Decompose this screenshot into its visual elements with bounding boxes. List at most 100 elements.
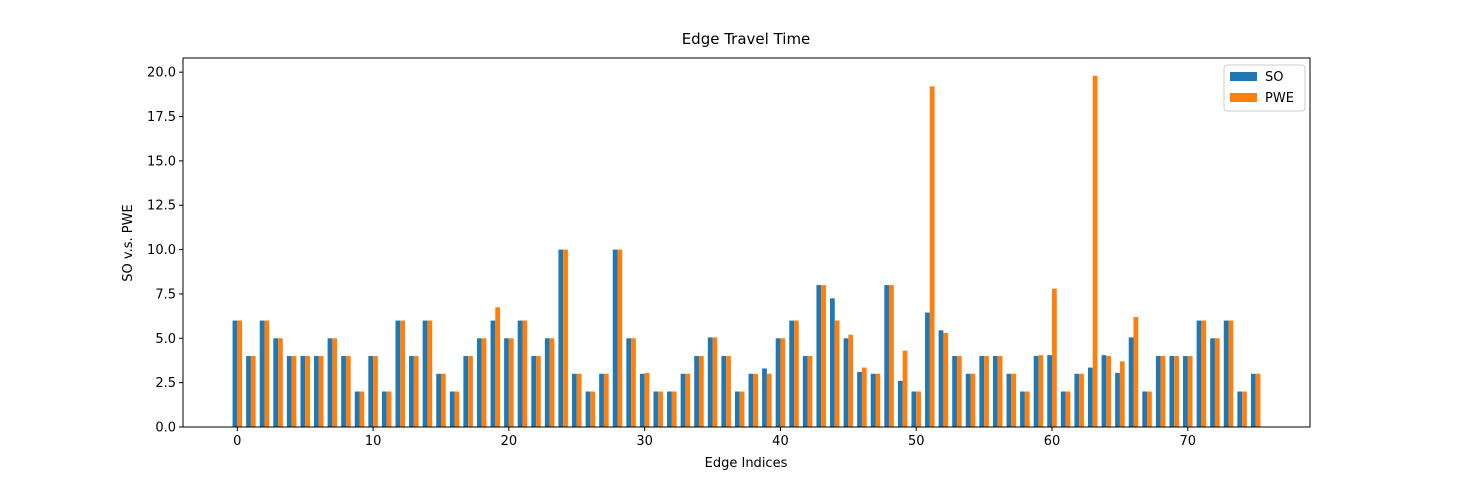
bar — [544, 338, 550, 427]
bar — [490, 320, 496, 427]
bar — [495, 307, 501, 427]
bar — [1174, 356, 1179, 427]
bar — [916, 391, 921, 427]
bar — [1060, 391, 1066, 427]
bar — [1092, 75, 1098, 427]
bar — [775, 338, 781, 427]
bar — [843, 338, 849, 427]
y-tick-label: 5.0 — [155, 332, 176, 347]
bar — [802, 356, 808, 427]
bar — [617, 249, 623, 427]
bar — [278, 338, 283, 427]
bar — [1119, 361, 1125, 427]
bar — [368, 356, 374, 427]
x-tick-label: 40 — [772, 434, 789, 449]
bar — [1142, 391, 1148, 427]
bar — [902, 350, 908, 427]
bar — [658, 391, 663, 427]
bar — [259, 320, 265, 427]
x-tick-label: 10 — [365, 434, 382, 449]
bar — [409, 356, 414, 427]
bar — [1133, 317, 1139, 427]
bar — [626, 338, 632, 427]
x-tick-label: 30 — [636, 434, 653, 449]
legend-swatch — [1230, 72, 1257, 81]
bar — [739, 391, 745, 427]
bar — [558, 249, 564, 427]
bar — [1101, 355, 1107, 427]
bar — [314, 356, 319, 427]
bar — [685, 373, 691, 427]
bar — [1020, 391, 1025, 427]
bar — [861, 367, 867, 427]
bar — [1047, 355, 1053, 427]
bar — [1115, 372, 1120, 427]
bar — [884, 285, 890, 427]
bar — [508, 338, 514, 427]
bar — [1210, 338, 1215, 427]
bar — [318, 356, 324, 427]
bar — [436, 373, 441, 427]
bar — [830, 298, 835, 427]
bar — [965, 373, 971, 427]
legend-label: SO — [1265, 70, 1283, 85]
bar — [1079, 373, 1084, 427]
bar — [712, 337, 718, 427]
bar — [517, 320, 523, 427]
bar — [970, 373, 976, 427]
bar — [381, 391, 387, 427]
bar — [1255, 373, 1261, 427]
y-tick-label: 7.5 — [155, 287, 176, 302]
bar — [585, 391, 591, 427]
bar — [1223, 320, 1229, 427]
bar — [463, 356, 469, 427]
y-tick-label: 15.0 — [147, 154, 176, 169]
bar — [925, 312, 930, 427]
plot-frame — [182, 57, 1311, 428]
bar — [413, 356, 419, 427]
bar — [780, 338, 786, 427]
bar — [631, 338, 636, 427]
legend-swatch — [1230, 93, 1257, 102]
bar — [522, 320, 528, 427]
legend-label: PWE — [1265, 91, 1294, 106]
bar — [834, 320, 840, 427]
y-axis-label: SO v.s. PWE — [121, 204, 136, 281]
bar — [232, 320, 238, 427]
bar — [748, 373, 754, 427]
bar — [1024, 391, 1030, 427]
bar — [563, 249, 568, 427]
bar — [671, 391, 677, 427]
bar — [422, 320, 428, 427]
bar — [889, 285, 894, 427]
bar — [1087, 367, 1093, 427]
bar — [237, 320, 243, 427]
bar — [794, 320, 799, 427]
bar — [1242, 391, 1247, 427]
bar — [848, 334, 854, 427]
y-tick-label: 2.5 — [155, 376, 176, 391]
bar — [1214, 338, 1220, 427]
bar — [504, 338, 509, 427]
bar — [327, 338, 333, 427]
bar — [734, 391, 740, 427]
bar — [612, 249, 618, 427]
bar — [911, 391, 917, 427]
bar — [667, 391, 672, 427]
bar — [449, 391, 455, 427]
bar — [264, 320, 270, 427]
bar — [1160, 356, 1166, 427]
bar — [273, 338, 279, 427]
bar — [929, 86, 935, 427]
bar — [1128, 337, 1134, 427]
bar — [1074, 373, 1080, 427]
bar — [1237, 391, 1243, 427]
bar — [531, 356, 537, 427]
bar — [549, 338, 555, 427]
bar — [753, 373, 759, 427]
bar — [762, 368, 767, 427]
y-tick-label: 17.5 — [147, 110, 176, 125]
bar — [938, 330, 944, 427]
bar — [707, 337, 713, 427]
